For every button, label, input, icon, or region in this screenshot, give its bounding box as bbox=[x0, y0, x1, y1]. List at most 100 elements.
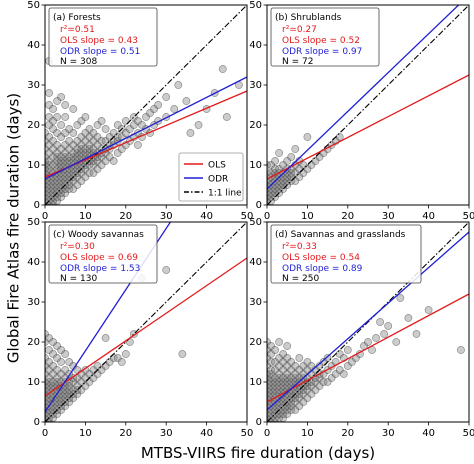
y-tick-label: 0 bbox=[34, 417, 40, 428]
scatter-point bbox=[61, 350, 70, 358]
scatter-point bbox=[307, 362, 316, 370]
scatter-point bbox=[287, 378, 296, 386]
x-axis-title: MTBS-VIIRS fire duration (days) bbox=[141, 444, 375, 462]
scatter-point bbox=[457, 346, 465, 354]
scatter-point bbox=[287, 374, 296, 382]
scatter-point bbox=[53, 354, 62, 362]
panel-frame bbox=[266, 221, 470, 423]
scatter-point bbox=[125, 125, 134, 133]
scatter-point bbox=[97, 161, 106, 169]
x-tick-label: 50 bbox=[241, 211, 254, 222]
scatter-point bbox=[162, 93, 171, 101]
scatter-point bbox=[53, 129, 62, 137]
scatter-point bbox=[57, 157, 66, 165]
x-tick-label: 0 bbox=[264, 211, 270, 222]
scatter-point bbox=[65, 386, 74, 394]
x-tick-label: 30 bbox=[160, 211, 173, 222]
scatter-point bbox=[275, 382, 284, 390]
scatter-point bbox=[77, 141, 86, 149]
scatter-point bbox=[49, 181, 57, 189]
scatter-point bbox=[73, 137, 82, 145]
scatter-point bbox=[53, 398, 62, 406]
scatter-point bbox=[89, 161, 98, 169]
scatter-point bbox=[61, 101, 70, 109]
x-tick-label: 10 bbox=[79, 428, 92, 439]
panel-frame bbox=[44, 221, 248, 423]
scatter-point bbox=[275, 378, 284, 386]
x-tick-label: 50 bbox=[241, 428, 254, 439]
x-tick-label: 20 bbox=[341, 211, 354, 222]
ols-slope-stat: OLS slope = 0.43 bbox=[60, 36, 138, 46]
scatter-point bbox=[295, 402, 304, 410]
scatter-point bbox=[299, 362, 308, 370]
x-tick-label: 10 bbox=[301, 211, 314, 222]
scatter-point bbox=[271, 378, 279, 386]
scatter-point bbox=[49, 350, 57, 358]
scatter-point bbox=[271, 374, 279, 382]
scatter-point bbox=[275, 362, 284, 370]
panel-c: 00 10 10 20 20 30 30 40 40 50 50 (c) Woody savannas… bbox=[27, 217, 254, 439]
scatter-point bbox=[121, 350, 130, 358]
scatter-point bbox=[113, 121, 122, 129]
y-tick-label: 50 bbox=[27, 0, 40, 11]
scatter-point bbox=[412, 330, 421, 338]
scatter-point bbox=[61, 129, 70, 137]
scatter-point bbox=[69, 129, 78, 137]
scatter-point bbox=[49, 382, 57, 390]
scatter-point bbox=[178, 350, 187, 358]
scatter-point bbox=[287, 358, 296, 366]
odr-line bbox=[267, 231, 469, 411]
scatter-point bbox=[77, 177, 86, 185]
scatter-point bbox=[73, 145, 82, 153]
scatter-point bbox=[295, 394, 304, 402]
scatter-point bbox=[65, 358, 74, 366]
scatter-point bbox=[134, 141, 142, 149]
scatter-point bbox=[150, 105, 158, 113]
scatter-point bbox=[77, 149, 86, 157]
scatter-point bbox=[49, 362, 57, 370]
scatter-point bbox=[93, 165, 102, 173]
x-tick-label: 0 bbox=[264, 428, 270, 439]
scatter-point bbox=[69, 185, 78, 193]
scatter-point bbox=[61, 141, 70, 149]
scatter-point bbox=[53, 181, 62, 189]
scatter-point bbox=[49, 185, 57, 193]
scatter-point bbox=[69, 105, 78, 113]
stats-box bbox=[270, 224, 422, 284]
scatter-point bbox=[89, 129, 98, 137]
panel-frame bbox=[44, 4, 248, 206]
scatter-point bbox=[93, 141, 102, 149]
ols-line bbox=[267, 293, 469, 403]
scatter-point bbox=[376, 318, 385, 326]
scatter-point bbox=[113, 354, 122, 362]
scatter-point bbox=[222, 113, 231, 121]
scatter-point bbox=[339, 370, 348, 378]
x-tick-label: 20 bbox=[119, 428, 132, 439]
scatter-point bbox=[194, 121, 203, 129]
y-tick-label: 40 bbox=[249, 257, 262, 268]
scatter-point bbox=[49, 161, 57, 169]
scatter-point bbox=[89, 169, 98, 177]
legend-label: 1:1 line bbox=[208, 189, 242, 199]
scatter-point bbox=[323, 378, 332, 386]
scatter-point bbox=[275, 181, 284, 189]
scatter-point bbox=[335, 366, 344, 374]
scatter-point bbox=[283, 406, 292, 414]
scatter-point bbox=[73, 181, 82, 189]
scatter-point bbox=[113, 149, 122, 157]
x-tick-label: 0 bbox=[42, 211, 48, 222]
y-tick-label: 40 bbox=[249, 40, 262, 51]
scatter-point bbox=[343, 362, 352, 370]
plot-area bbox=[267, 5, 469, 205]
scatter-point bbox=[49, 370, 57, 378]
legend-label: ODR bbox=[208, 175, 228, 185]
scatter-point bbox=[49, 137, 57, 145]
scatter-point bbox=[271, 346, 279, 354]
scatter-point bbox=[364, 338, 372, 346]
scatter-point bbox=[291, 406, 300, 414]
scatter-point bbox=[57, 153, 66, 161]
scatter-point bbox=[85, 125, 94, 133]
scatter-point bbox=[57, 177, 66, 185]
scatter-point bbox=[53, 149, 62, 157]
scatter-point bbox=[121, 117, 130, 125]
